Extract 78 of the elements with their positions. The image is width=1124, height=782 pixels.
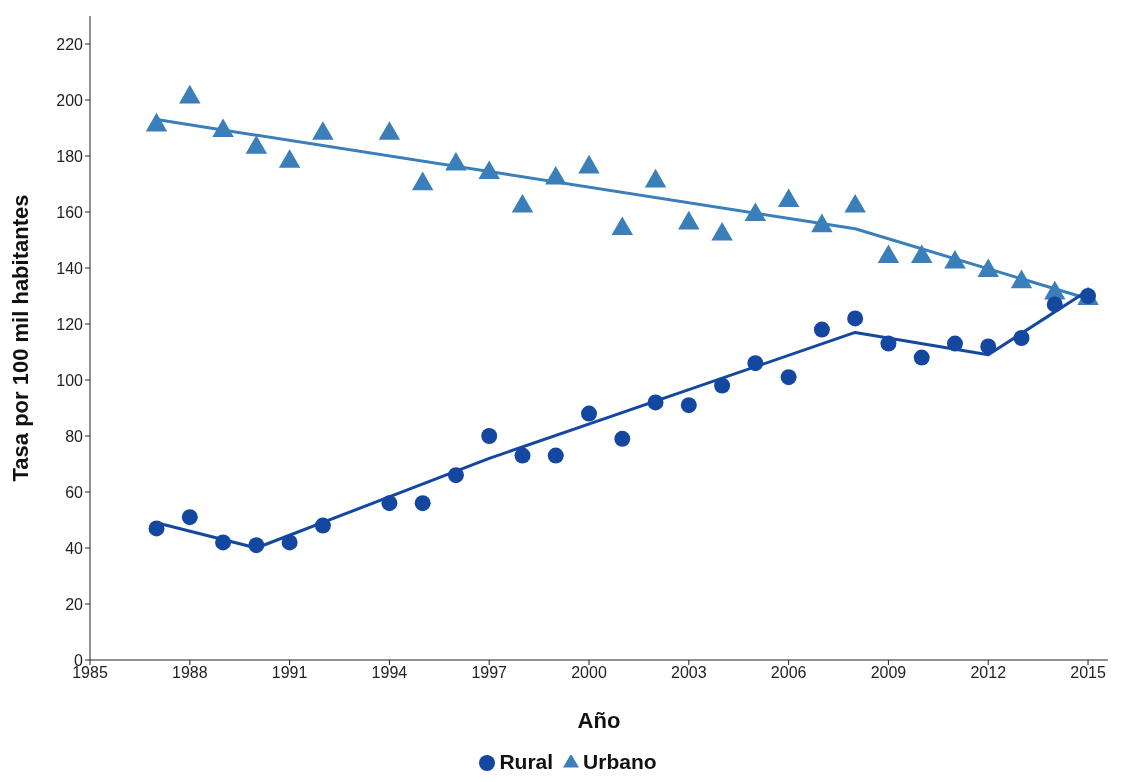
y-tick-label: 120 [56, 315, 84, 333]
y-tick-label: 100 [56, 371, 84, 389]
point [378, 121, 401, 140]
point [145, 112, 168, 132]
point [547, 447, 564, 464]
point [647, 394, 664, 411]
point [245, 135, 268, 154]
point [678, 210, 700, 230]
point [514, 447, 531, 464]
point [780, 369, 797, 386]
legend-label: Rural [499, 750, 554, 773]
point [880, 335, 897, 352]
x-tick-label: 1997 [471, 664, 508, 682]
point [511, 193, 534, 213]
y-tick-label: 40 [65, 539, 84, 557]
point [447, 467, 464, 484]
point [913, 349, 930, 366]
point [611, 216, 634, 235]
y-tick-label: 160 [56, 203, 84, 221]
point [1013, 330, 1030, 346]
y-tick-label: 200 [56, 91, 84, 109]
point [411, 171, 434, 191]
point [481, 428, 498, 444]
point [179, 84, 201, 104]
point [148, 520, 165, 537]
x-axis-title: Año [577, 708, 621, 733]
point [312, 121, 334, 140]
y-axis-title: Tasa por 100 mil habitantes [7, 194, 33, 482]
x-tick-label: 2003 [671, 664, 707, 682]
y-tick-label: 60 [65, 483, 84, 501]
point [813, 321, 830, 338]
point [744, 202, 767, 221]
point [711, 221, 733, 241]
point [847, 310, 864, 327]
point [1010, 269, 1033, 289]
point [844, 193, 866, 213]
point [545, 165, 567, 185]
x-tick-label: 2009 [870, 664, 907, 682]
point [478, 160, 500, 179]
point [877, 244, 900, 263]
x-tick-label: 1994 [371, 664, 408, 682]
x-tick-label: 2012 [970, 664, 1007, 682]
point [278, 149, 301, 168]
point [910, 244, 933, 263]
point [212, 118, 234, 137]
point [946, 335, 963, 352]
point [977, 258, 999, 277]
point [680, 397, 697, 414]
point [314, 517, 331, 534]
x-tick-label: 1988 [172, 664, 208, 682]
x-tick-label: 2015 [1070, 664, 1106, 682]
point [944, 249, 966, 269]
point [215, 534, 232, 551]
point [980, 338, 997, 355]
point [181, 509, 198, 526]
point [578, 154, 600, 174]
point [1046, 296, 1063, 313]
x-tick-label: 2000 [571, 664, 607, 682]
legend-label: Urbano [583, 750, 657, 773]
point [777, 188, 800, 207]
point [581, 405, 597, 422]
point [811, 213, 833, 233]
x-tick-label: 1991 [271, 664, 308, 682]
point [281, 534, 298, 551]
y-tick-label: 220 [56, 35, 84, 53]
point [644, 168, 667, 188]
x-tick-label: 2006 [770, 664, 807, 682]
point [381, 495, 398, 512]
point [714, 377, 731, 394]
y-tick-label: 180 [56, 147, 84, 165]
point [614, 430, 631, 447]
point [414, 495, 431, 512]
point [747, 355, 764, 372]
y-tick-label: 20 [65, 595, 84, 613]
point [445, 151, 467, 171]
y-tick-label: 140 [56, 259, 84, 277]
y-tick-label: 80 [65, 427, 84, 445]
point [248, 537, 265, 554]
